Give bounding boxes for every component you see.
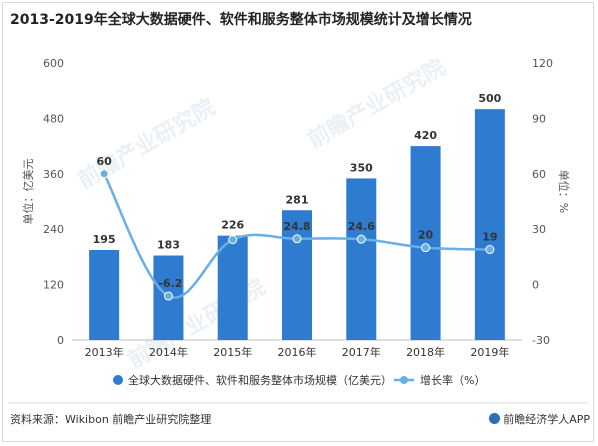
right-tick-label: 90 bbox=[532, 112, 546, 125]
line-value-label: -6.2 bbox=[158, 277, 182, 290]
left-tick-label: 360 bbox=[43, 168, 64, 181]
bar-value-label: 350 bbox=[350, 161, 373, 174]
bar-value-label: 183 bbox=[157, 239, 180, 252]
bar-value-label: 195 bbox=[93, 233, 116, 246]
growth-rate-point bbox=[485, 245, 495, 255]
brand-name: 前瞻经济学人APP bbox=[503, 413, 590, 426]
left-tick-label: 240 bbox=[43, 223, 64, 236]
right-axis-title: 单位：% bbox=[557, 170, 571, 213]
left-tick-label: 480 bbox=[43, 112, 64, 125]
growth-rate-point bbox=[228, 235, 238, 245]
x-tick-label: 2017年 bbox=[342, 345, 381, 359]
chart-title: 2013-2019年全球大数据硬件、软件和服务整体市场规模统计及增长情况 bbox=[10, 12, 472, 28]
growth-rate-point bbox=[99, 169, 109, 179]
brand-logo-icon bbox=[489, 413, 501, 424]
line-value-label: 24.8 bbox=[283, 220, 310, 233]
bar bbox=[282, 210, 312, 340]
x-tick-label: 2014年 bbox=[149, 345, 188, 359]
legend-line-label: 增长率（%） bbox=[420, 373, 485, 387]
bar bbox=[474, 109, 505, 341]
bar bbox=[89, 249, 120, 340]
growth-rate-point bbox=[292, 234, 302, 244]
right-tick-label: 0 bbox=[532, 279, 539, 292]
line-value-label: 60 bbox=[96, 155, 112, 168]
bar-value-label: 420 bbox=[414, 129, 437, 142]
left-tick-label: 0 bbox=[57, 334, 64, 347]
legend-line-marker bbox=[400, 376, 408, 384]
bar bbox=[410, 146, 441, 340]
line-value-label: 20 bbox=[418, 229, 434, 242]
growth-rate-point bbox=[421, 243, 431, 253]
bar-value-label: 500 bbox=[478, 92, 501, 105]
watermark-text: 前瞻产业研究院 bbox=[73, 94, 219, 194]
x-tick-label: 2016年 bbox=[278, 345, 317, 359]
legend-bar-marker bbox=[113, 375, 123, 385]
legend-bar-label: 全球大数据硬件、软件和服务整体市场规模（亿美元） bbox=[128, 373, 392, 387]
x-tick-label: 2019年 bbox=[470, 345, 509, 359]
bar-value-label: 226 bbox=[221, 219, 244, 232]
growth-rate-point bbox=[356, 234, 366, 244]
bar-value-label: 281 bbox=[286, 193, 309, 206]
x-tick-label: 2013年 bbox=[85, 345, 124, 359]
right-tick-label: -30 bbox=[532, 334, 550, 347]
bar bbox=[217, 235, 248, 340]
line-value-label: 19 bbox=[482, 231, 497, 244]
bar bbox=[346, 178, 377, 340]
x-tick-label: 2015年 bbox=[213, 345, 252, 359]
right-tick-label: 30 bbox=[532, 223, 546, 236]
line-value-label: 24.6 bbox=[348, 220, 375, 233]
right-tick-label: 120 bbox=[532, 57, 553, 70]
x-tick-label: 2018年 bbox=[406, 345, 445, 359]
left-tick-label: 120 bbox=[43, 279, 64, 292]
right-tick-label: 60 bbox=[532, 168, 546, 181]
left-axis-title: 单位：亿美元 bbox=[21, 159, 35, 225]
brand-credit: 前瞻经济学人APP bbox=[489, 411, 590, 427]
growth-rate-point bbox=[163, 291, 173, 301]
source-note: 资料来源：Wikibon 前瞻产业研究院整理 bbox=[10, 413, 212, 426]
left-tick-label: 600 bbox=[43, 57, 64, 70]
